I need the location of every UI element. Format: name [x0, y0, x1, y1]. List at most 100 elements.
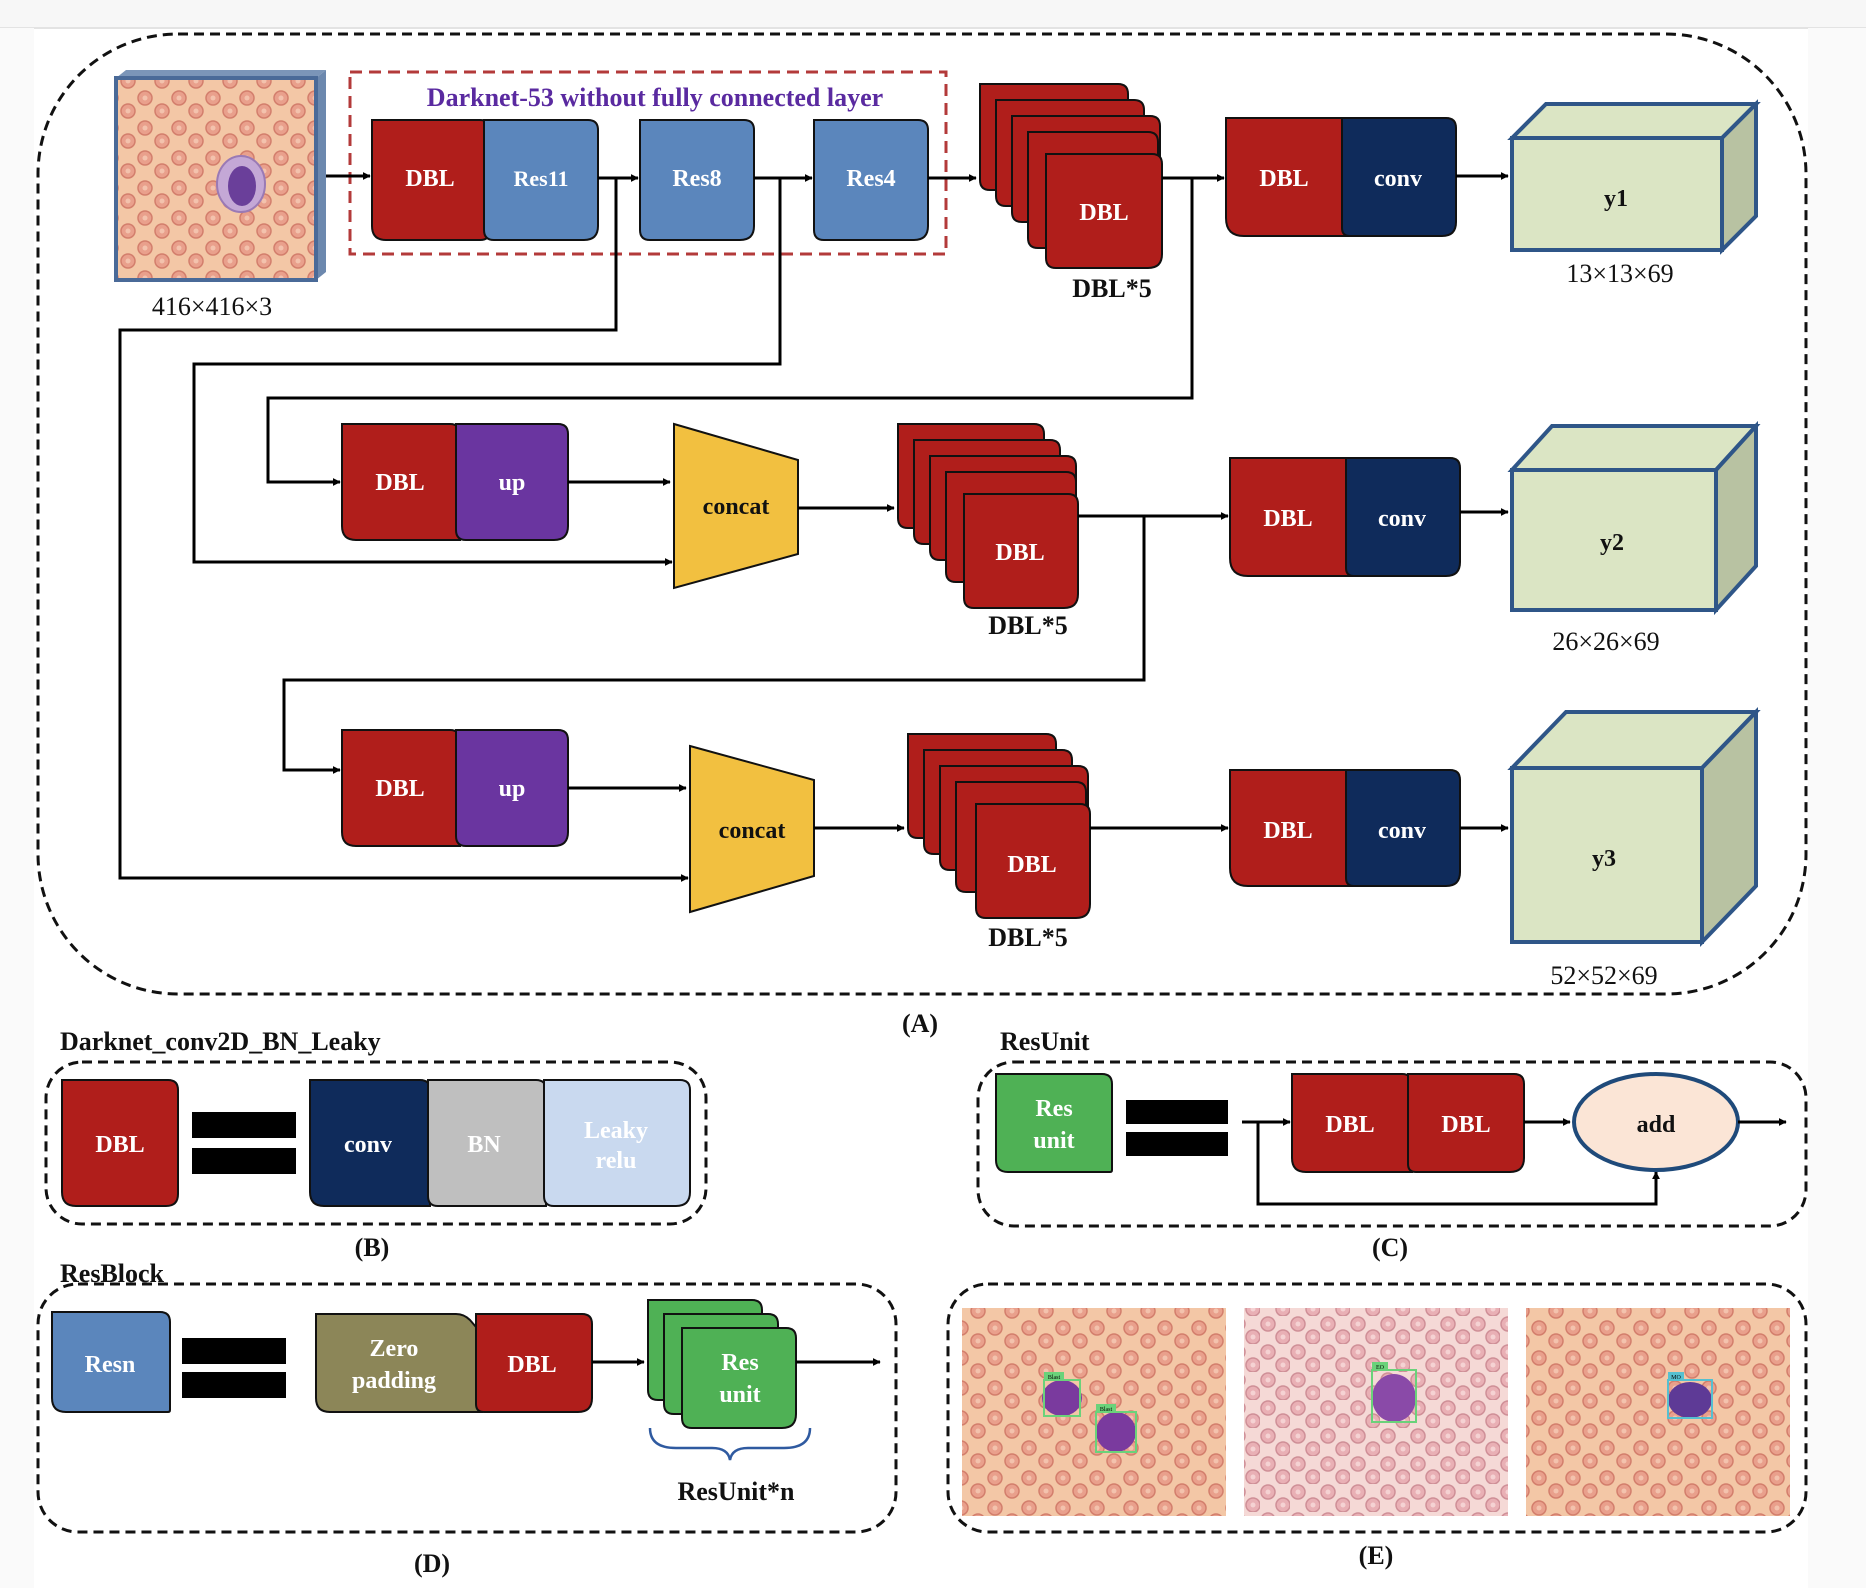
- res11-block: [483, 119, 599, 241]
- panel-c-resunit-line1: Res: [1035, 1096, 1072, 1122]
- head-3-conv: [1345, 769, 1461, 887]
- dbl-stack-3: [907, 733, 1091, 919]
- panel-b-conv-label: conv: [344, 1132, 392, 1158]
- panel-d-border: [36, 1282, 898, 1534]
- panel-b-border: [44, 1060, 708, 1226]
- panel-b-title: Darknet_conv2D_BN_Leaky: [60, 1027, 381, 1056]
- panel-d-equals-bottom: [182, 1372, 286, 1398]
- branch-3-concat: [689, 744, 815, 914]
- panel-c-border: [976, 1060, 1808, 1228]
- panel-c-dbl-2: [1407, 1073, 1525, 1173]
- skip-res8-to-concat2: [192, 178, 782, 566]
- output-y1-label: y1: [1604, 186, 1628, 212]
- panel-d-caption: ResUnit*n: [677, 1477, 795, 1506]
- panel-d-unit-line2: unit: [719, 1382, 760, 1408]
- panel-b-dbl: [61, 1079, 179, 1207]
- panel-e-label: (E): [1359, 1541, 1394, 1570]
- res4-label: Res4: [846, 166, 895, 192]
- branch-2-concat-label: concat: [703, 494, 770, 520]
- panel-d-unit-line1: Res: [721, 1350, 758, 1376]
- panel-b-bn-label: BN: [467, 1132, 501, 1158]
- output-y3-label: y3: [1592, 846, 1616, 872]
- panel-c-title: ResUnit: [1000, 1027, 1090, 1056]
- panel-c-resunit-line2: unit: [1033, 1128, 1074, 1154]
- res4-block: [813, 119, 929, 241]
- panel-b-leaky: [543, 1079, 691, 1207]
- head-2-conv: [1345, 457, 1461, 577]
- panel-e-tag-3: EO: [1376, 1365, 1385, 1371]
- panel-d-brace: [648, 1427, 812, 1461]
- branch-3-dbl: [341, 729, 461, 847]
- res11-label: Res11: [514, 166, 569, 191]
- panel-e-sample-1: [962, 1308, 1226, 1516]
- route-branch2-to-branch3: [282, 516, 1146, 774]
- panel-e-tag-1: Blast: [1048, 1375, 1061, 1381]
- panel-d-equals-top: [182, 1338, 286, 1364]
- panel-d-zero-line2: padding: [352, 1368, 436, 1394]
- panel-c-resunit: [995, 1073, 1113, 1173]
- panel-b-bn: [427, 1079, 547, 1207]
- branch-2-dbl-label: DBL: [375, 470, 424, 496]
- panel-d-resn: [51, 1311, 171, 1413]
- branch-2-concat: [673, 422, 799, 590]
- skip-res11-to-concat3: [118, 178, 689, 882]
- route-branch1-to-branch2: [266, 178, 1194, 486]
- output-y2-label: y2: [1600, 530, 1624, 556]
- panel-c-equals-top: [1126, 1100, 1228, 1124]
- head-1-dbl-label: DBL: [1259, 166, 1308, 192]
- panel-d-resn-label: Resn: [85, 1352, 136, 1378]
- panel-b-leaky-line2: relu: [596, 1148, 637, 1174]
- panel-d-zero-padding: [315, 1313, 483, 1413]
- branch-2-dbl: [341, 423, 461, 541]
- panel-d-resunit-stack: [647, 1299, 797, 1429]
- backbone-box: [348, 70, 948, 256]
- output-y1-cube: [1507, 99, 1761, 255]
- panel-b-equals-bottom: [192, 1148, 296, 1174]
- stack-3-label: DBL: [1007, 852, 1056, 878]
- head-1-conv-label: conv: [1374, 166, 1422, 192]
- panel-c-add-label: add: [1637, 1112, 1676, 1138]
- panel-c-label: (C): [1372, 1233, 1408, 1262]
- panel-d-zero-line1: Zero: [370, 1336, 419, 1362]
- panel-b-dbl-label: DBL: [95, 1132, 144, 1158]
- panel-d-dbl-label: DBL: [507, 1352, 556, 1378]
- output-y2-dims: 26×26×69: [1552, 627, 1659, 656]
- output-y3-dims: 52×52×69: [1550, 961, 1657, 990]
- branch-3-concat-label: concat: [719, 818, 786, 844]
- input-image: [114, 70, 326, 282]
- branch-3-up: [455, 729, 569, 847]
- branch-2-up-label: up: [499, 470, 526, 496]
- panel-b-conv: [309, 1079, 431, 1207]
- stack-3-caption: DBL*5: [988, 923, 1067, 952]
- panel-d-dbl: [475, 1313, 593, 1413]
- branch-2-up: [455, 423, 569, 541]
- panel-e-tag-2: Blast: [1100, 1407, 1113, 1413]
- backbone-title: Darknet-53 without fully connected layer: [427, 83, 883, 112]
- res8-label: Res8: [672, 166, 721, 192]
- panel-e-sample-3: [1526, 1308, 1790, 1516]
- panel-e-tag-4: MO: [1671, 1375, 1681, 1381]
- panel-b-label: (B): [355, 1233, 390, 1262]
- panel-c-dbl-2-label: DBL: [1441, 1112, 1490, 1138]
- top-bar: [0, 0, 1866, 28]
- stack-2-label: DBL: [995, 540, 1044, 566]
- panel-b-equals-top: [192, 1112, 296, 1138]
- panel-a-label: (A): [902, 1009, 938, 1038]
- output-y1-dims: 13×13×69: [1566, 259, 1673, 288]
- head-2-dbl-label: DBL: [1263, 506, 1312, 532]
- head-2-conv-label: conv: [1378, 506, 1426, 532]
- panel-d-label: (D): [414, 1549, 450, 1578]
- branch-3-up-label: up: [499, 776, 526, 802]
- head-3-dbl-label: DBL: [1263, 818, 1312, 844]
- head-1-conv: [1341, 117, 1457, 237]
- backbone-dbl-label: DBL: [405, 166, 454, 192]
- panel-e-sample-2: [1244, 1308, 1508, 1516]
- dbl-stack-1: [979, 83, 1163, 269]
- panel-c-equals-bottom: [1126, 1132, 1228, 1156]
- output-y3-cube: [1507, 707, 1761, 947]
- branch-3-dbl-label: DBL: [375, 776, 424, 802]
- panel-e-border: [946, 1282, 1808, 1534]
- panel-c-dbl-1-label: DBL: [1325, 1112, 1374, 1138]
- dbl-stack-2: [897, 423, 1079, 609]
